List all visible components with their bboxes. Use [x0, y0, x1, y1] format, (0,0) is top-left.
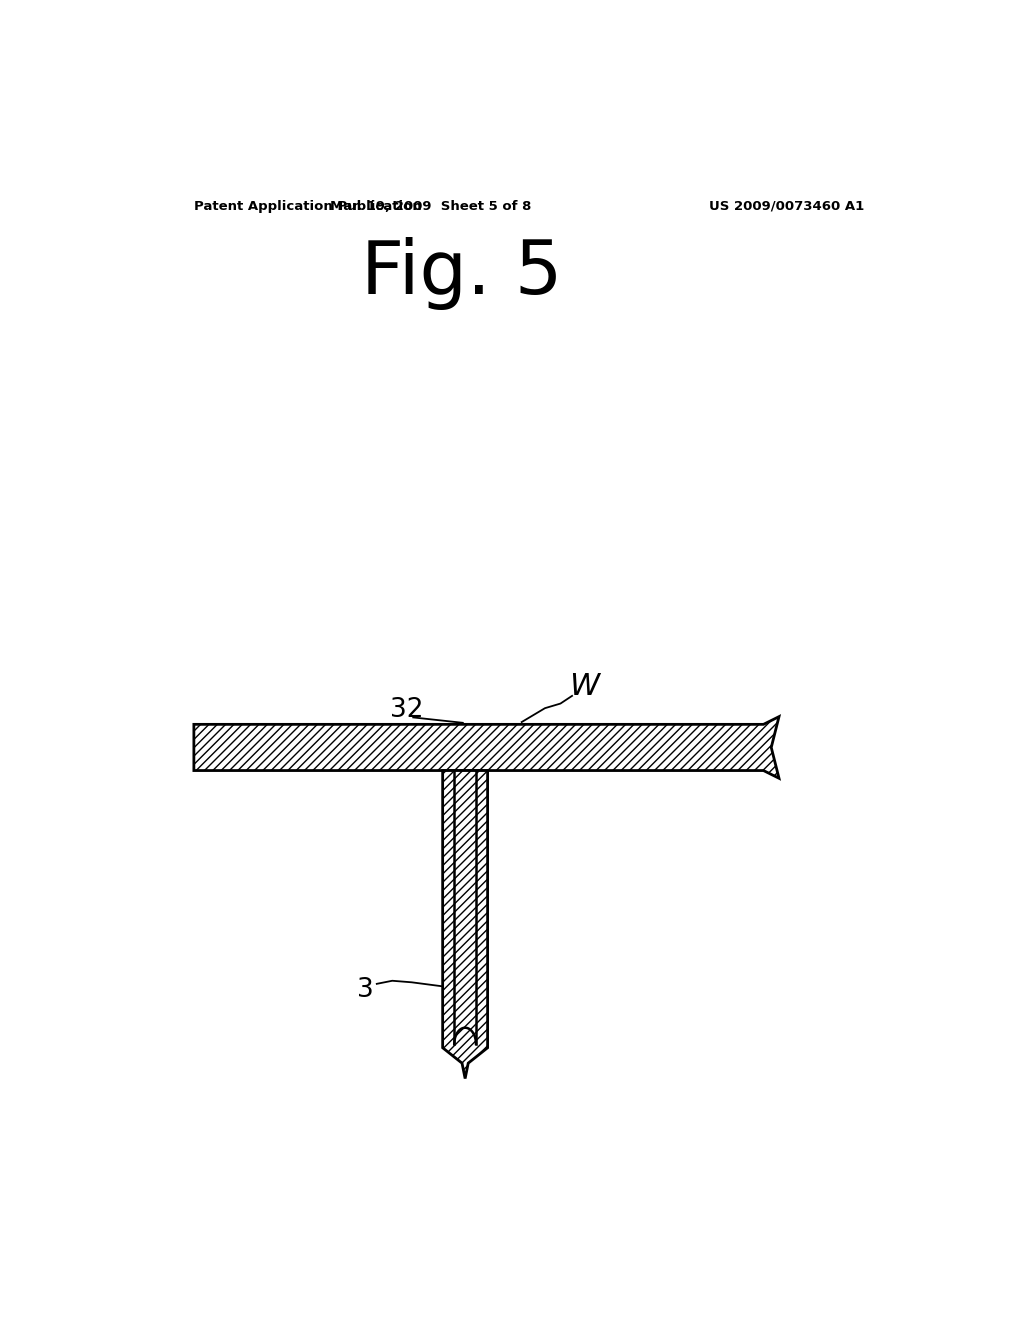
Polygon shape [194, 717, 779, 779]
Text: W: W [568, 672, 599, 701]
Text: 3: 3 [356, 977, 374, 1003]
Text: 32: 32 [390, 697, 424, 723]
Text: US 2009/0073460 A1: US 2009/0073460 A1 [710, 199, 864, 213]
Text: Fig. 5: Fig. 5 [360, 238, 562, 310]
Text: Mar. 19, 2009  Sheet 5 of 8: Mar. 19, 2009 Sheet 5 of 8 [330, 199, 530, 213]
Text: Patent Application Publication: Patent Application Publication [194, 199, 422, 213]
Polygon shape [442, 771, 487, 1078]
